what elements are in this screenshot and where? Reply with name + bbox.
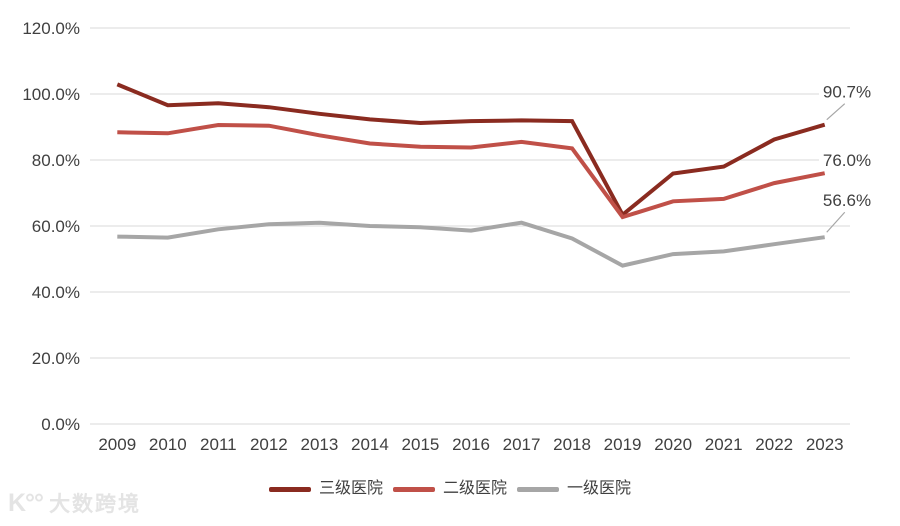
- x-axis-tick-label: 2009: [98, 435, 136, 454]
- data-label-background: [819, 191, 876, 211]
- x-axis-tick-label: 2011: [200, 435, 237, 454]
- data-label-background: [819, 151, 876, 171]
- y-axis-tick-label: 20.0%: [32, 349, 80, 368]
- x-axis-tick-label: 2018: [553, 435, 591, 454]
- legend-label: 二级医院: [442, 480, 507, 497]
- watermark-logo-icon: K°°: [8, 489, 44, 517]
- data-label-leader-line: [826, 103, 846, 121]
- x-axis-tick-label: 2017: [503, 435, 541, 454]
- x-axis-tick-label: 2015: [402, 435, 440, 454]
- legend-label: 三级医院: [318, 480, 383, 497]
- legend-item: 三级医院: [268, 480, 383, 498]
- data-label-leader-line: [826, 211, 846, 233]
- legend-swatch-icon: [268, 486, 311, 492]
- data-label: 56.6%: [823, 191, 871, 210]
- legend-item: 一级医院: [517, 480, 631, 498]
- x-axis-tick-label: 2019: [604, 435, 642, 454]
- legend-swatch-icon: [392, 486, 435, 492]
- series-line-1: [116, 82, 826, 218]
- y-axis-tick-label: 100.0%: [22, 85, 80, 104]
- legend-item: 二级医院: [392, 480, 507, 498]
- x-axis-tick-label: 2013: [300, 435, 338, 454]
- series-line-3: [117, 220, 825, 268]
- series-line-2: [117, 122, 826, 220]
- x-axis-tick-label: 2022: [755, 435, 793, 454]
- data-label: 90.7%: [823, 83, 871, 102]
- data-label: 76.0%: [823, 151, 871, 170]
- data-label-background: [819, 82, 876, 102]
- x-axis-tick-label: 2023: [806, 435, 844, 454]
- y-axis-tick-label: 80.0%: [32, 151, 80, 170]
- watermark: K°° 大数跨境: [8, 488, 141, 518]
- y-axis-tick-label: 40.0%: [32, 283, 80, 302]
- x-axis-tick-label: 2012: [250, 435, 288, 454]
- x-axis-tick-label: 2010: [149, 435, 187, 454]
- legend-label: 一级医院: [567, 480, 632, 497]
- x-axis-tick-label: 2014: [351, 435, 389, 454]
- x-axis-tick-label: 2020: [654, 435, 692, 454]
- chart-legend: 三级医院 二级医院 一级医院: [0, 480, 900, 498]
- x-axis-tick-label: 2021: [705, 435, 743, 454]
- y-axis-tick-label: 0.0%: [41, 415, 80, 434]
- y-axis-tick-label: 120.0%: [22, 19, 80, 38]
- x-axis-tick-label: 2016: [452, 435, 490, 454]
- legend-swatch-icon: [517, 486, 559, 492]
- watermark-brand-text: 大数跨境: [49, 493, 142, 516]
- y-axis-tick-label: 60.0%: [32, 217, 80, 236]
